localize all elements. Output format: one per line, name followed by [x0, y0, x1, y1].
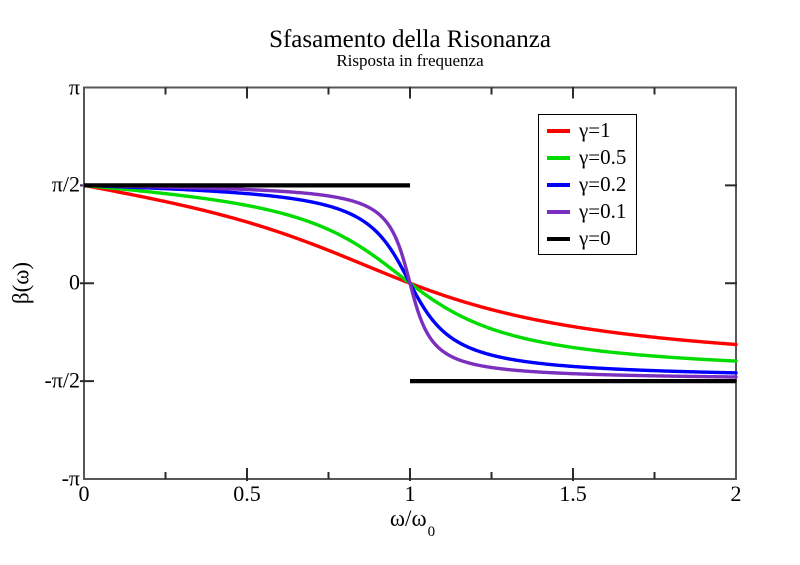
legend-item: γ=0.5: [547, 144, 636, 171]
y-tick-label: -π: [61, 465, 80, 491]
legend-label: γ=0.5: [579, 145, 627, 169]
legend-line-sample: [547, 236, 570, 241]
curve-gamma-0.1: [82, 183, 738, 379]
curve-gamma-1: [82, 183, 738, 347]
legend-label: γ=1: [579, 118, 611, 142]
x-tick-label: 2: [730, 481, 742, 506]
y-tick-label: -π/2: [44, 367, 80, 393]
y-tick-label: π: [68, 74, 80, 100]
legend-line-sample: [547, 155, 570, 160]
chart-subtitle: Risposta in frequenza: [336, 51, 484, 70]
y-axis-title: β(ω): [8, 261, 34, 305]
legend-item: γ=1: [547, 117, 636, 144]
legend-label: γ=0: [579, 226, 611, 250]
legend-item: γ=0.2: [547, 171, 636, 198]
x-axis-title: ω/ω0: [389, 506, 435, 539]
x-tick-label: 1: [404, 481, 416, 506]
legend-item: γ=0: [547, 225, 636, 252]
legend-label: γ=0.1: [579, 199, 627, 223]
legend-line-sample: [547, 209, 570, 214]
y-tick-label: π/2: [51, 171, 80, 197]
x-tick-label: 1.5: [559, 481, 587, 506]
legend-line-sample: [547, 182, 570, 187]
legend-item: γ=0.1: [547, 198, 636, 225]
legend-box: γ=1 γ=0.5 γ=0.2 γ=0.1 γ=0: [538, 114, 637, 255]
x-axis-title-main: ω/ω: [389, 506, 427, 531]
chart-title: Sfasamento della Risonanza: [269, 26, 551, 53]
x-axis-title-sub: 0: [427, 523, 436, 540]
legend-label: γ=0.2: [579, 172, 627, 196]
x-tick-label: 0.5: [233, 481, 261, 506]
y-tick-label: 0: [69, 269, 80, 295]
legend-line-sample: [547, 128, 570, 133]
x-tick-label: 0: [78, 481, 90, 506]
